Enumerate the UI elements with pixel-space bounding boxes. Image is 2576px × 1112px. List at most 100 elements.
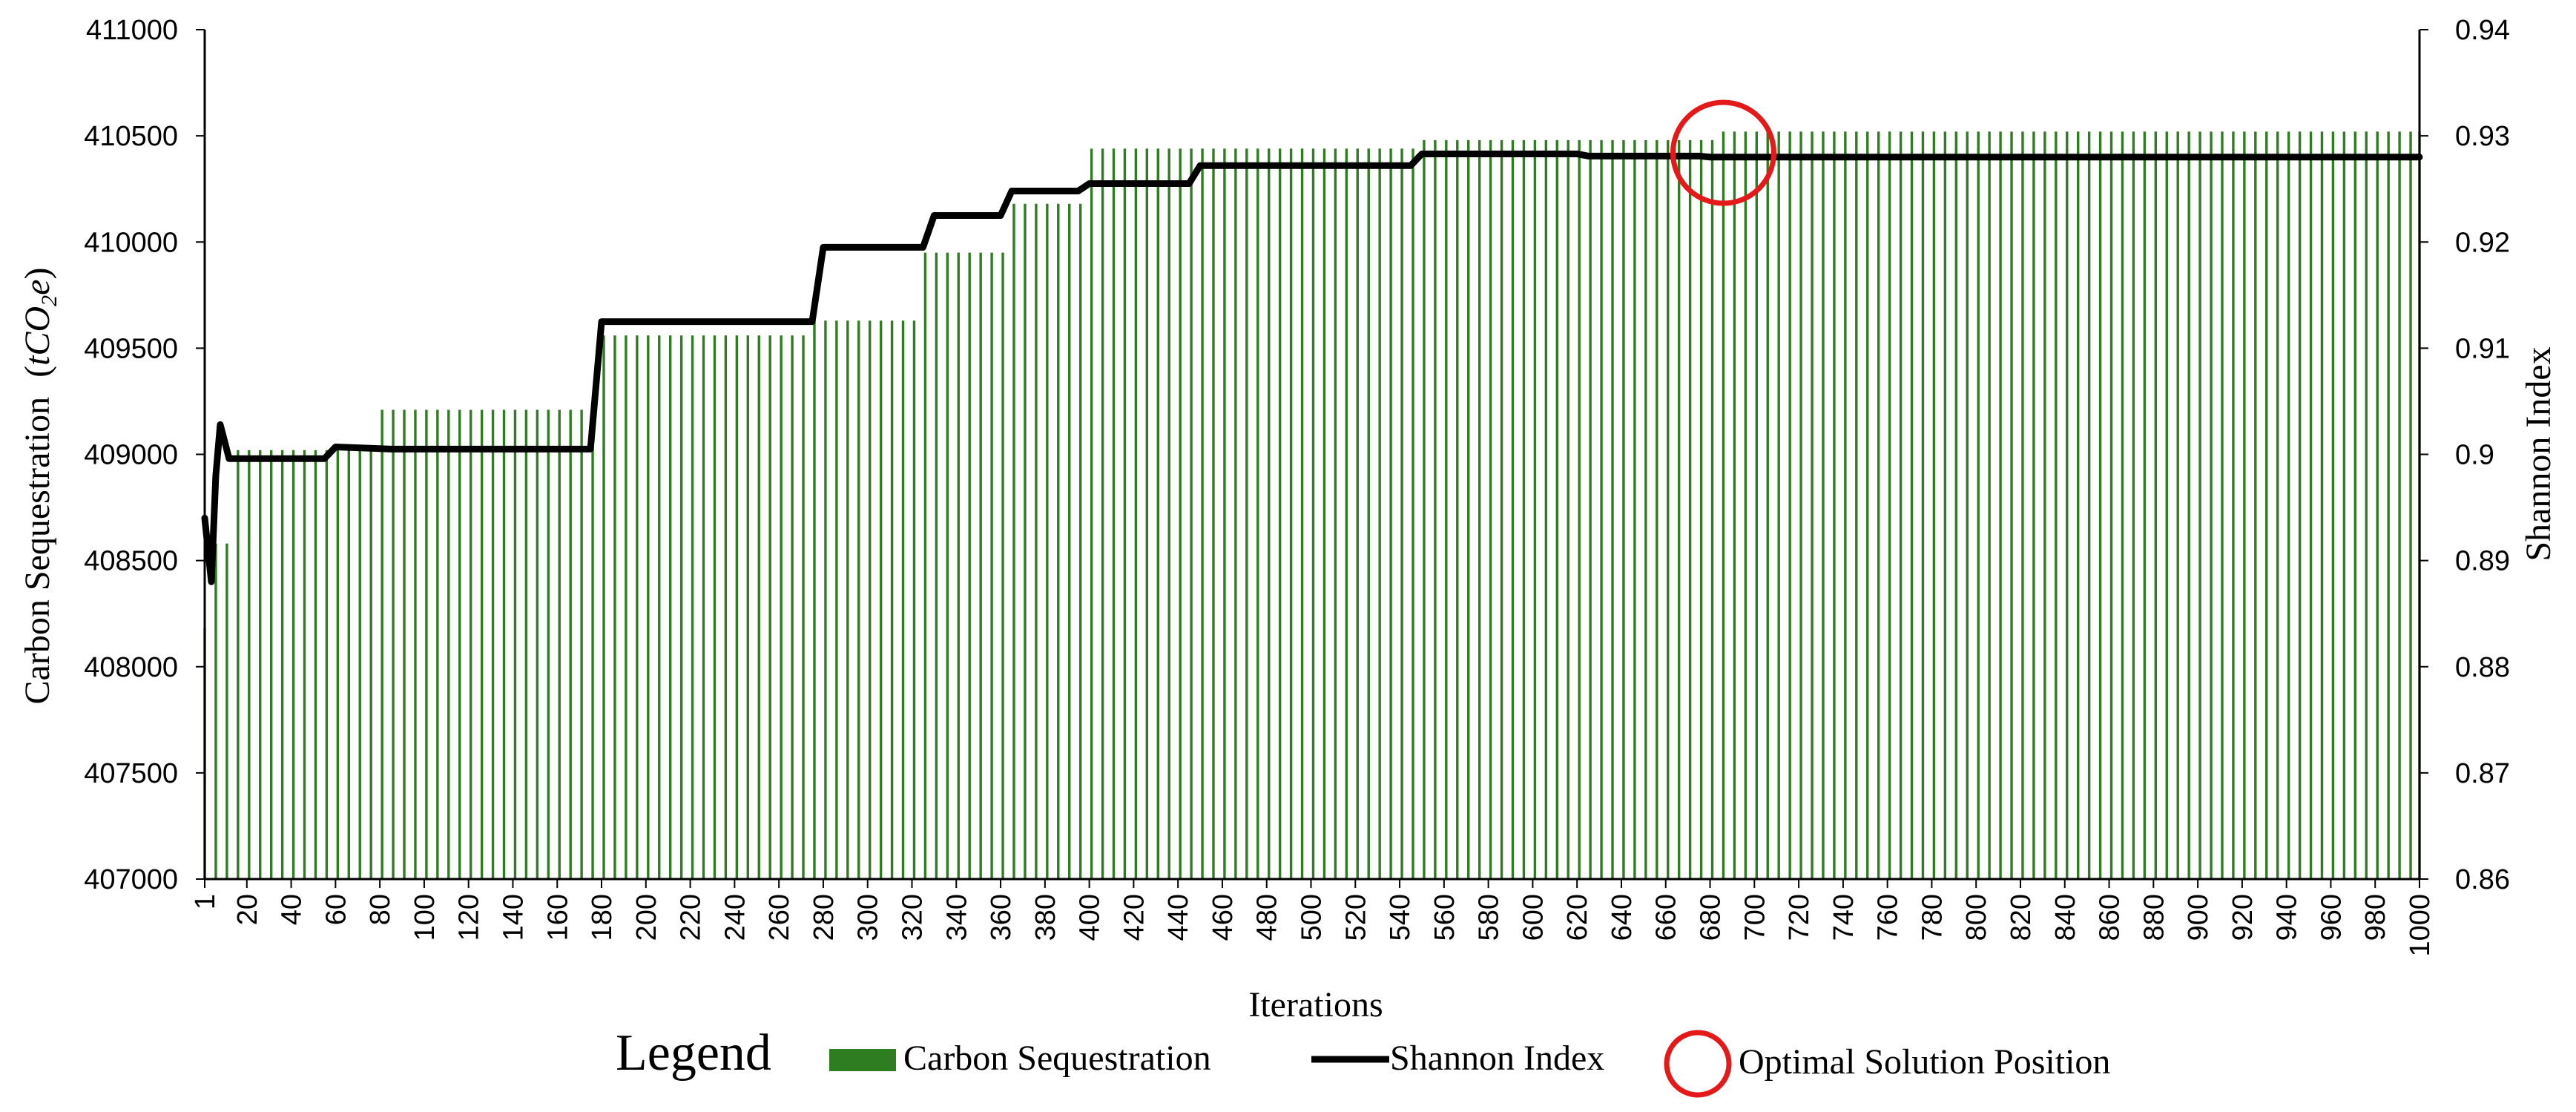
x-tick-label: 40 [277,894,308,925]
x-tick-label: 400 [1075,894,1106,941]
y-left-tick-label: 409500 [84,333,178,364]
bar [2409,131,2412,879]
x-tick-label: 480 [1252,894,1283,941]
bar [1755,131,1758,879]
bar [1245,148,1248,880]
bar [1688,139,1692,880]
x-tick-label: 160 [542,894,573,941]
bar [2398,131,2401,879]
x-tick-label: 360 [986,894,1017,941]
x-tick-label: 280 [808,894,840,941]
bar [269,450,273,879]
bar [1467,139,1470,880]
bar [1434,139,1437,880]
bar [524,409,528,879]
y-right-tick-label: 0.88 [2455,652,2510,683]
x-tick-label: 60 [320,894,352,925]
bar [1932,131,1936,879]
bar [1600,139,1603,880]
y-right-tick-label: 0.9 [2455,440,2494,471]
x-tick-label: 120 [454,894,485,941]
x-tick-label: 780 [1917,894,1948,941]
bar [1877,131,1880,879]
y-right-axis-title: Shannon Index [2519,346,2558,561]
bar [1822,131,1825,879]
bar [1622,139,1625,880]
bar [1656,139,1658,880]
x-tick-label: 100 [409,894,441,941]
bar [2265,131,2268,879]
bar [458,409,461,879]
x-tick-label: 380 [1030,894,1061,941]
bar [436,409,439,879]
bar [248,450,251,879]
bar [1866,131,1869,879]
bar [1322,148,1326,880]
bar [1423,139,1426,880]
bar [1722,131,1725,879]
x-tick-label: 660 [1651,894,1682,941]
bar [1910,131,1914,879]
bar [1134,148,1138,880]
x-tick-label: 540 [1385,894,1416,941]
bar [968,252,971,879]
bar [1001,252,1004,879]
bar [1356,148,1359,880]
bar [1644,139,1647,880]
y-left-tick-label: 409000 [84,440,178,471]
bar [1456,139,1459,880]
bar [2287,131,2290,879]
bar [1389,148,1392,880]
bar [746,335,749,879]
x-tick-label: 580 [1474,894,1505,941]
bar [2276,131,2279,879]
legend-label-carbon: Carbon Sequestration [903,1039,1211,1078]
bar [1977,131,1980,879]
bar [846,320,849,879]
bar [1179,148,1182,880]
x-tick-label: 920 [2227,894,2259,941]
bar [990,252,993,879]
bar [802,335,805,879]
bar [2387,131,2390,879]
y-left-unit-sub: 2 [37,295,62,306]
bar [347,450,350,879]
y-left-tick-label: 411000 [86,15,178,46]
y-left-axis-title-text: Carbon Sequestration [18,397,57,705]
x-tick-label: 860 [2095,894,2126,941]
y-right-tick-label: 0.91 [2455,333,2510,364]
bar [225,543,228,879]
bar [857,320,860,879]
bar [1078,203,1082,880]
x-tick-label: 260 [764,894,795,941]
x-tick-label: 680 [1696,894,1727,941]
bar [1223,148,1226,880]
x-tick-label: 1 [190,894,221,909]
bar [1999,131,2002,879]
bar [358,450,361,879]
bar [314,450,317,879]
x-tick-label: 600 [1518,894,1549,941]
bar [613,335,616,879]
bar [1156,148,1159,880]
bar [1478,139,1481,880]
x-tick-label: 980 [2360,894,2391,941]
bar [668,335,672,879]
bar [1367,148,1370,880]
bar [2087,131,2091,879]
bar [214,543,217,879]
optimal-solution-circle [1670,99,1776,206]
x-tick-label: 420 [1119,894,1150,941]
bar [1035,203,1038,880]
bar [1744,131,1747,879]
x-tick-label: 960 [2316,894,2347,941]
x-tick-label: 760 [1873,894,1904,941]
bar [1489,139,1492,880]
legend-bar-swatch [829,1049,896,1071]
bar [502,409,506,879]
bar [869,320,872,879]
x-tick-label: 520 [1340,894,1371,941]
bar [1201,148,1204,880]
x-tick-label: 340 [941,894,972,941]
y-right-tick-label: 0.86 [2455,864,2510,895]
